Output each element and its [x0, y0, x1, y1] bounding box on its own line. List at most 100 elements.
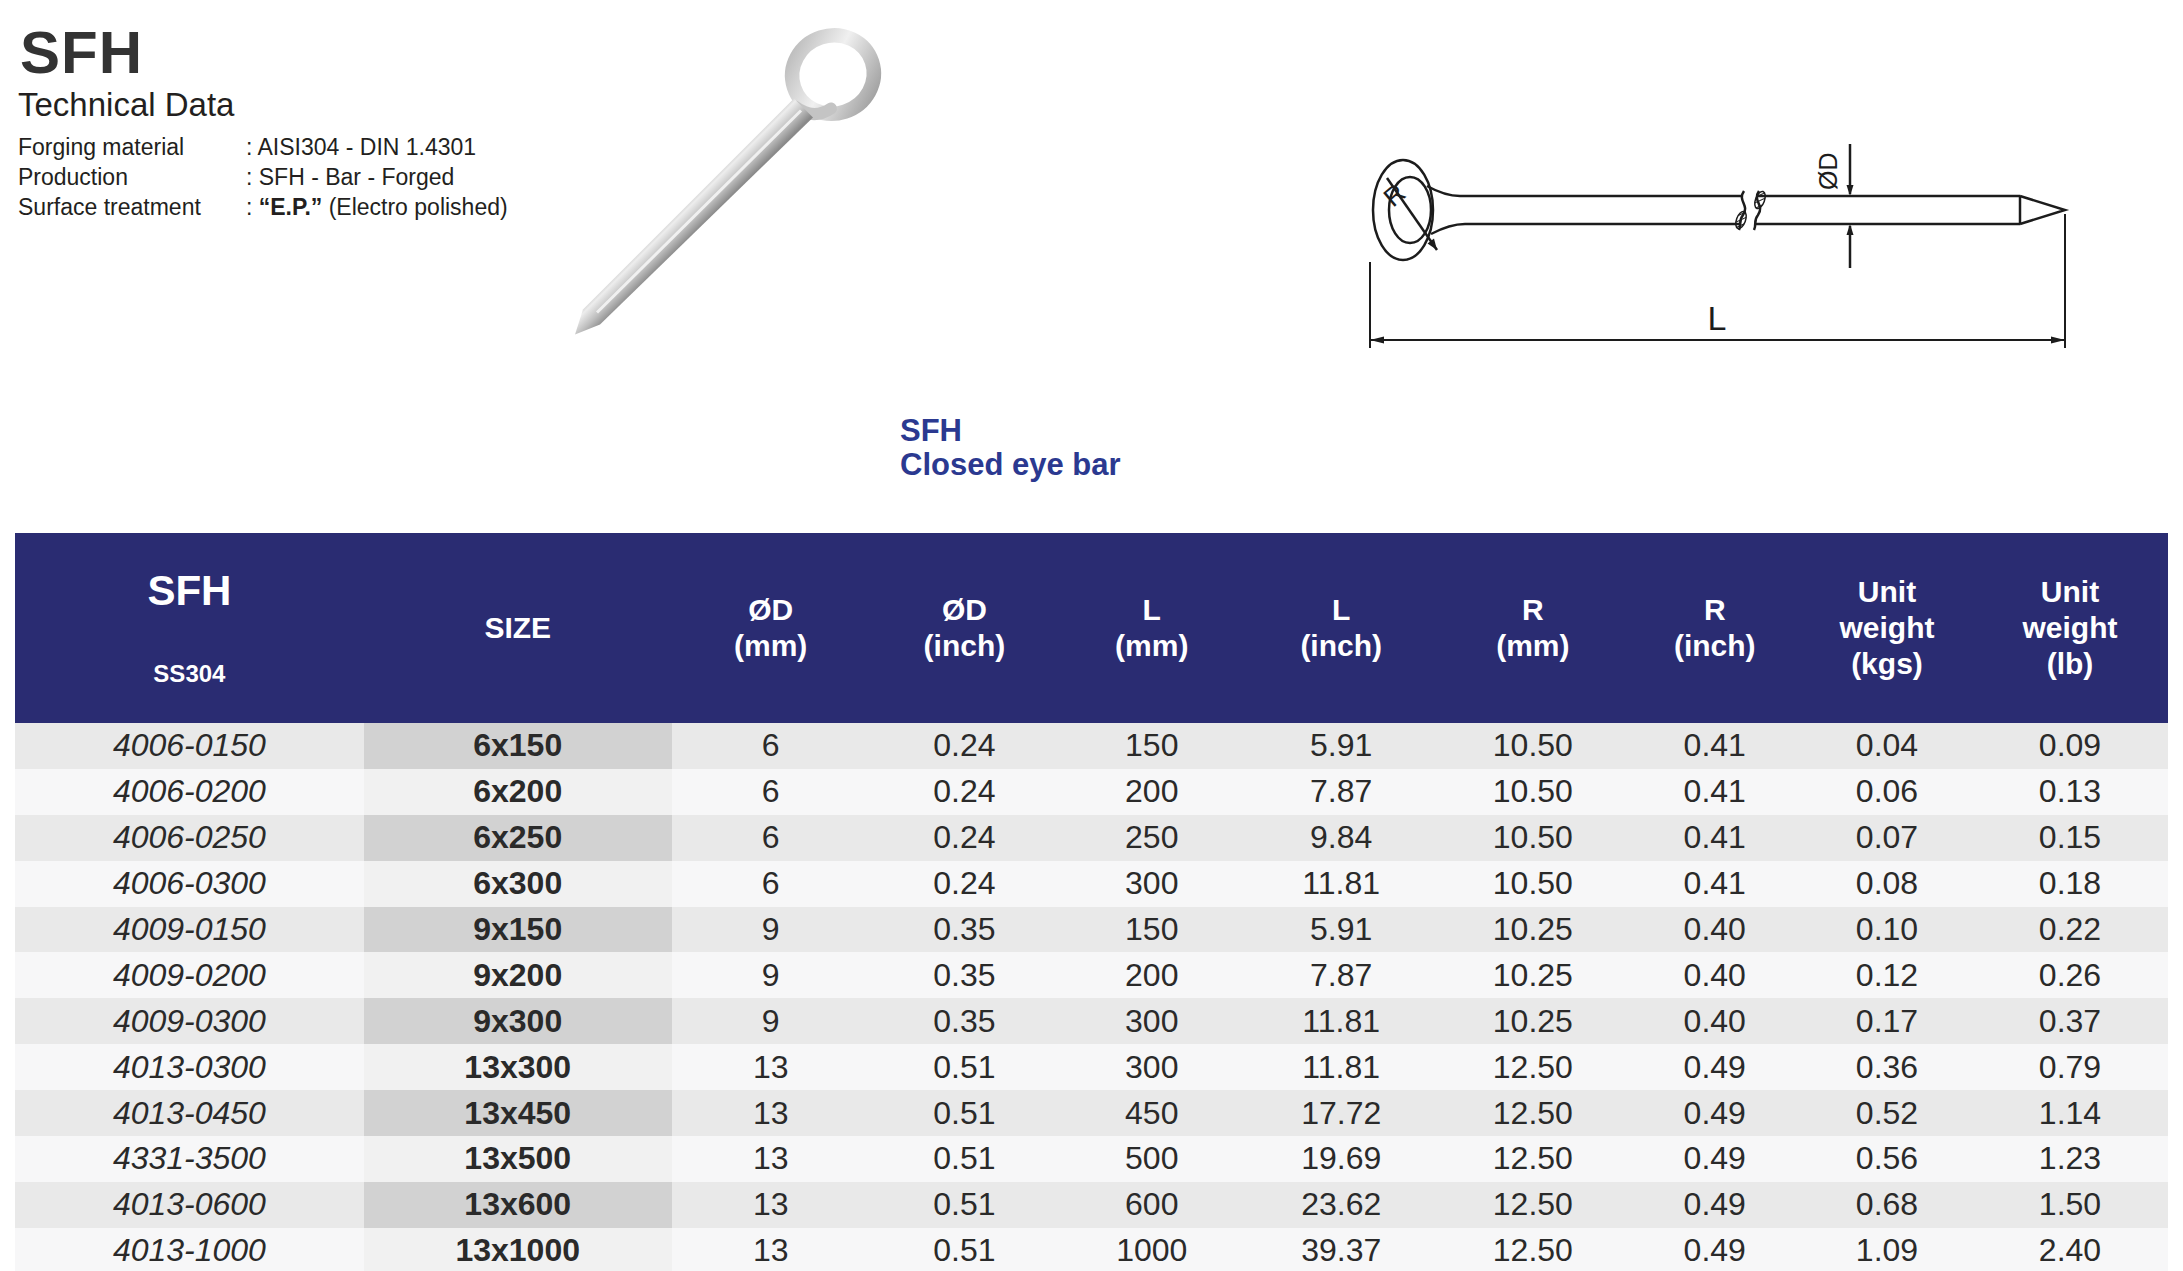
cell-size: 6x200 [364, 769, 672, 815]
cell-radius-mm: 12.50 [1438, 1090, 1627, 1136]
spec-table: SFH SS304 SIZE ØD (mm) ØD (inch) L (mm) … [15, 533, 2168, 1271]
spec-label: Surface treatment [18, 192, 246, 222]
cell-radius-mm: 10.25 [1438, 907, 1627, 953]
cell-length-mm: 200 [1059, 769, 1244, 815]
cell-radius-mm: 12.50 [1438, 1136, 1627, 1182]
col-header-size: SIZE [364, 533, 672, 723]
cell-item-code: 4013-0600 [15, 1182, 364, 1228]
cell-length-mm: 300 [1059, 861, 1244, 907]
cell-size: 9x150 [364, 907, 672, 953]
cell-size: 6x300 [364, 861, 672, 907]
cell-radius-inch: 0.41 [1628, 769, 1802, 815]
col-header-radius-mm: R (mm) [1438, 533, 1627, 723]
cell-diameter-mm: 6 [672, 723, 870, 769]
spec-value: (Electro polished) [322, 194, 507, 220]
cell-weight-kgs: 0.07 [1802, 815, 1972, 861]
table-row: 4009-0150 9x150 9 0.35 150 5.91 10.25 0.… [15, 907, 2168, 953]
cell-length-mm: 200 [1059, 952, 1244, 998]
cell-item-code: 4013-1000 [15, 1228, 364, 1271]
table-row: 4009-0300 9x300 9 0.35 300 11.81 10.25 0… [15, 998, 2168, 1044]
cell-weight-lb: 0.09 [1972, 723, 2168, 769]
cell-length-mm: 150 [1059, 907, 1244, 953]
cell-weight-kgs: 0.36 [1802, 1044, 1972, 1090]
cell-diameter-inch: 0.51 [870, 1182, 1059, 1228]
cell-length-inch: 17.72 [1244, 1090, 1438, 1136]
cell-radius-inch: 0.40 [1628, 998, 1802, 1044]
table-row: 4013-0600 13x600 13 0.51 600 23.62 12.50… [15, 1182, 2168, 1228]
product-photo-eye-bar [545, 12, 890, 347]
datasheet-page: SFH Technical Data Forging material : AI… [0, 0, 2183, 1271]
table-row: 4013-0450 13x450 13 0.51 450 17.72 12.50… [15, 1090, 2168, 1136]
cell-radius-mm: 10.50 [1438, 723, 1627, 769]
cell-size: 13x450 [364, 1090, 672, 1136]
cell-length-mm: 150 [1059, 723, 1244, 769]
cell-item-code: 4006-0150 [15, 723, 364, 769]
cell-diameter-mm: 6 [672, 815, 870, 861]
cell-diameter-inch: 0.24 [870, 723, 1059, 769]
cell-diameter-inch: 0.24 [870, 769, 1059, 815]
cell-weight-lb: 0.18 [1972, 861, 2168, 907]
cell-weight-kgs: 0.12 [1802, 952, 1972, 998]
cell-diameter-mm: 13 [672, 1182, 870, 1228]
cell-radius-mm: 10.50 [1438, 861, 1627, 907]
cell-weight-kgs: 0.06 [1802, 769, 1972, 815]
cell-diameter-inch: 0.51 [870, 1228, 1059, 1271]
spec-colon: : [246, 194, 259, 220]
cell-size: 9x300 [364, 998, 672, 1044]
cell-weight-lb: 1.50 [1972, 1182, 2168, 1228]
cell-item-code: 4006-0250 [15, 815, 364, 861]
spec-colon: : [246, 134, 258, 160]
caption-description: Closed eye bar [900, 448, 1121, 482]
cell-length-inch: 9.84 [1244, 815, 1438, 861]
cell-radius-inch: 0.49 [1628, 1044, 1802, 1090]
table-row: 4331-3500 13x500 13 0.51 500 19.69 12.50… [15, 1136, 2168, 1182]
cell-radius-inch: 0.41 [1628, 815, 1802, 861]
cell-radius-inch: 0.40 [1628, 907, 1802, 953]
cell-diameter-mm: 6 [672, 861, 870, 907]
cell-diameter-mm: 13 [672, 1090, 870, 1136]
cell-item-code: 4006-0200 [15, 769, 364, 815]
cell-weight-lb: 0.79 [1972, 1044, 2168, 1090]
spec-label: Production [18, 162, 246, 192]
table-header-row: SFH SS304 SIZE ØD (mm) ØD (inch) L (mm) … [15, 533, 2168, 723]
cell-size: 13x1000 [364, 1228, 672, 1271]
photo-shaft-highlight [597, 111, 801, 313]
spec-label: Forging material [18, 132, 246, 162]
drawing-eye-outer [1373, 160, 1433, 260]
cell-radius-inch: 0.49 [1628, 1136, 1802, 1182]
cell-item-code: 4013-0300 [15, 1044, 364, 1090]
spec-row-production: Production : SFH - Bar - Forged [18, 162, 508, 192]
cell-diameter-inch: 0.51 [870, 1136, 1059, 1182]
cell-length-inch: 7.87 [1244, 952, 1438, 998]
spec-row-surface-treatment: Surface treatment : “E.P.” (Electro poli… [18, 192, 508, 222]
cell-radius-inch: 0.49 [1628, 1090, 1802, 1136]
technical-data-heading: Technical Data [18, 86, 234, 124]
col-header-weight-kgs: Unit weight (kgs) [1802, 533, 1972, 723]
cell-weight-lb: 0.13 [1972, 769, 2168, 815]
caption-code: SFH [900, 414, 1121, 448]
cell-weight-kgs: 0.56 [1802, 1136, 1972, 1182]
table-product-name: SFH [15, 569, 364, 613]
cell-weight-kgs: 0.17 [1802, 998, 1972, 1044]
col-header-weight-lb: Unit weight (lb) [1972, 533, 2168, 723]
cell-diameter-mm: 9 [672, 998, 870, 1044]
cell-diameter-mm: 13 [672, 1044, 870, 1090]
cell-radius-inch: 0.41 [1628, 861, 1802, 907]
col-header-radius-inch: R (inch) [1628, 533, 1802, 723]
cell-weight-lb: 0.15 [1972, 815, 2168, 861]
cell-diameter-mm: 9 [672, 952, 870, 998]
cell-diameter-mm: 9 [672, 907, 870, 953]
cell-radius-mm: 10.25 [1438, 952, 1627, 998]
cell-length-inch: 23.62 [1244, 1182, 1438, 1228]
drawing-tip [2020, 196, 2065, 224]
cell-size: 13x600 [364, 1182, 672, 1228]
cell-item-code: 4009-0300 [15, 998, 364, 1044]
cell-radius-mm: 12.50 [1438, 1228, 1627, 1271]
cell-weight-lb: 0.22 [1972, 907, 2168, 953]
cell-length-mm: 450 [1059, 1090, 1244, 1136]
cell-diameter-inch: 0.24 [870, 861, 1059, 907]
cell-weight-lb: 1.23 [1972, 1136, 2168, 1182]
spec-row-forging-material: Forging material : AISI304 - DIN 1.4301 [18, 132, 508, 162]
cell-item-code: 4009-0150 [15, 907, 364, 953]
technical-data-list: Forging material : AISI304 - DIN 1.4301 … [18, 132, 508, 222]
